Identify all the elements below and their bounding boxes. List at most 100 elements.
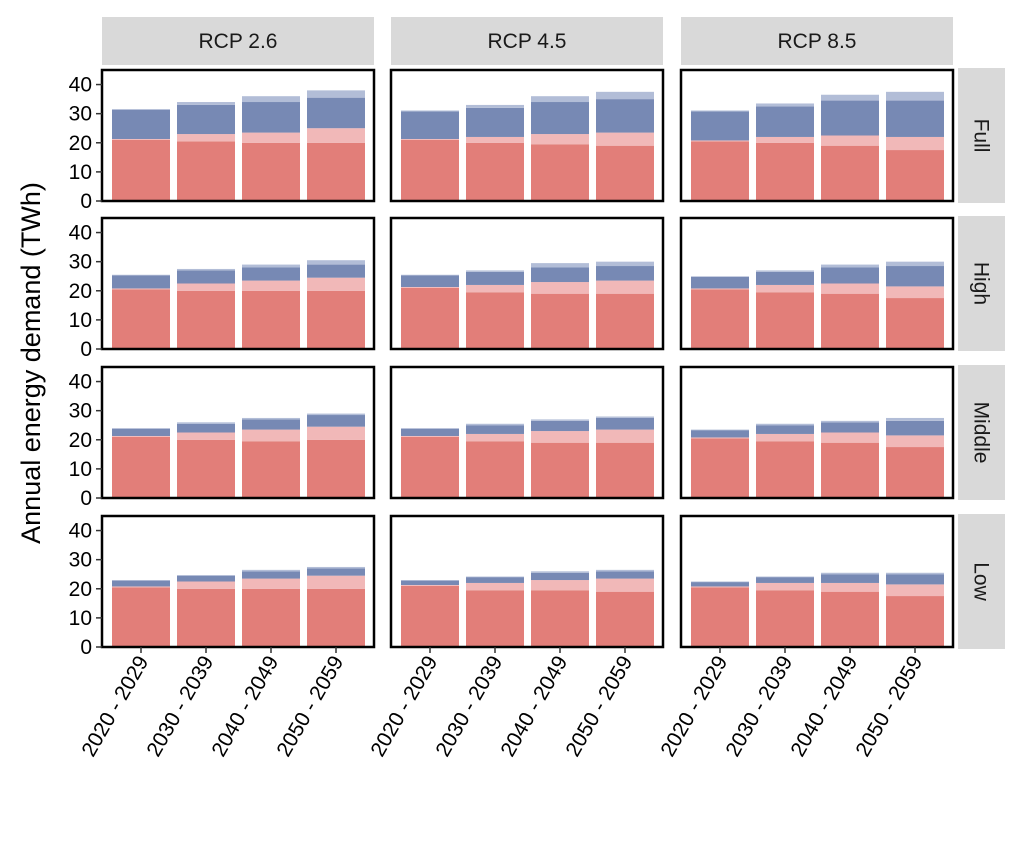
bar-segment [821,145,879,201]
bar-segment [242,417,300,420]
bar-segment [756,103,814,107]
bar-segment [177,423,235,433]
bar-segment [466,425,524,434]
bar-segment [821,100,879,136]
x-tick-label: 2020 - 2029 [656,652,732,761]
bar-segment [756,292,814,349]
bar-segment [821,432,879,443]
bar-segment [307,426,365,440]
bar-segment [112,428,170,436]
bar-segment [691,110,749,112]
y-tick-label: 30 [69,400,92,423]
y-tick-label: 40 [69,520,92,543]
bar-segment [177,432,235,440]
bar-segment [756,582,814,591]
bar-segment [886,435,944,448]
bar-segment [531,102,589,135]
bar-segment [112,109,170,139]
bar-segment [466,271,524,285]
bar-segment [401,580,459,585]
bar-segment [596,280,654,294]
y-tick-label: 20 [69,429,92,452]
row-strip-label: Low [970,562,993,601]
panel-border [389,365,665,500]
bar-segment [466,136,524,143]
bar-segment [242,290,300,349]
column-strip-label: RCP 2.6 [199,30,278,53]
y-tick-label: 20 [69,578,92,601]
bar-segment [596,293,654,349]
panel-rcp-8-5-full [679,68,955,203]
bar-segment [112,436,170,498]
bar-segment [596,261,654,267]
bar-segment [242,96,300,103]
bar-segment [466,433,524,442]
bar-segment [112,288,170,290]
bar-segment [531,267,589,283]
panel-border [389,514,665,649]
bar-segment [531,144,589,201]
bar-segment [691,111,749,141]
panel-rcp-2-6-low [100,514,376,649]
bar-segment [177,104,235,135]
bar-segment [596,91,654,100]
bar-segment [886,150,944,201]
bar-segment [821,574,879,583]
bar-segment [466,577,524,583]
bar-segment [531,263,589,268]
bar-segment [691,581,749,583]
bar-segment [596,417,654,430]
bar-segment [307,588,365,647]
bar-segment [242,588,300,647]
bar-segment [466,582,524,591]
bar-segment [691,438,749,498]
bar-segment [756,142,814,201]
bar-segment [886,100,944,137]
panel-rcp-4-5-low [389,514,665,649]
bar-segment [596,416,654,418]
y-tick-label: 30 [69,549,92,572]
bar-segment [242,142,300,201]
bar-segment [756,425,814,434]
bar-segment [596,145,654,201]
bar-segment [177,575,235,576]
bar-segment [691,437,749,439]
bar-segment [112,109,170,110]
bar-segment [691,276,749,289]
bar-segment [307,413,365,416]
bar-segment [401,584,459,586]
bar-segment [177,268,235,271]
bar-segment [307,439,365,498]
bar-segment [756,284,814,293]
column-strip-rcp-4-5 [391,17,663,65]
bar-segment [466,107,524,137]
bar-segment [756,441,814,498]
panel-border [100,514,376,649]
bar-segment [886,417,944,421]
panel-border [679,365,955,500]
panel-border [679,68,955,203]
bar-segment [307,415,365,427]
bar-segment [112,428,170,429]
bar-segment [242,102,300,133]
bar-segment [691,288,749,290]
column-strip-label: RCP 4.5 [488,30,567,53]
y-tick-label: 40 [69,74,92,97]
y-tick-label: 20 [69,132,92,155]
bar-segment [401,428,459,436]
bar-segment [112,580,170,581]
bar-segment [177,581,235,589]
row-strip-full [958,68,1005,203]
bar-segment [401,110,459,112]
x-tick-label: 2020 - 2029 [366,652,442,761]
panel-rcp-4-5-middle [389,365,665,500]
bar-segment [886,447,944,498]
bar-segment [821,94,879,101]
bar-segment [756,576,814,578]
bar-segment [177,290,235,349]
x-tick-label: 2050 - 2059 [272,652,348,761]
bar-segment [401,111,459,139]
x-tick-label: 2020 - 2029 [77,652,153,761]
panel-rcp-8-5-middle [679,365,955,500]
bar-segment [691,289,749,349]
